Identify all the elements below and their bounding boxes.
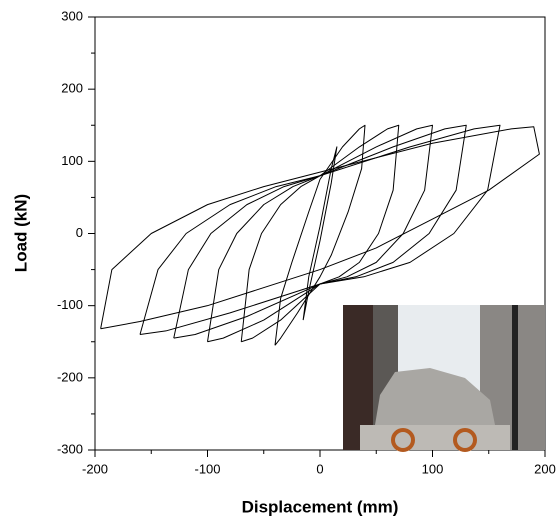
hysteresis-loop	[274, 124, 366, 346]
inset-photo	[343, 305, 545, 452]
x-tick-label: 100	[422, 461, 444, 476]
y-tick-label: 300	[61, 8, 83, 23]
x-tick-label: -200	[82, 461, 108, 476]
y-tick-label: -200	[57, 369, 83, 384]
x-tick-label: 0	[316, 461, 323, 476]
hysteresis-loop	[240, 124, 400, 343]
y-axis-title: Load (kN)	[11, 194, 30, 272]
y-tick-label: -100	[57, 297, 83, 312]
photo-rubble	[375, 368, 495, 425]
hysteresis-loop	[139, 124, 501, 336]
hysteresis-loop	[207, 124, 433, 343]
photo-base	[360, 425, 510, 450]
photo-rod	[512, 305, 518, 450]
x-tick-label: 200	[534, 461, 556, 476]
hysteresis-loop	[100, 126, 540, 330]
y-tick-label: 0	[76, 225, 83, 240]
hysteresis-loop	[302, 146, 338, 321]
plot-area	[100, 124, 540, 346]
hysteresis-loop	[173, 124, 467, 339]
y-tick-label: -300	[57, 441, 83, 456]
photo-clamp	[391, 428, 415, 452]
photo-clamp	[453, 428, 477, 452]
x-tick-label: -100	[194, 461, 220, 476]
y-tick-label: 200	[61, 81, 83, 96]
y-tick-label: 100	[61, 153, 83, 168]
x-axis-title: Displacement (mm)	[242, 497, 399, 516]
